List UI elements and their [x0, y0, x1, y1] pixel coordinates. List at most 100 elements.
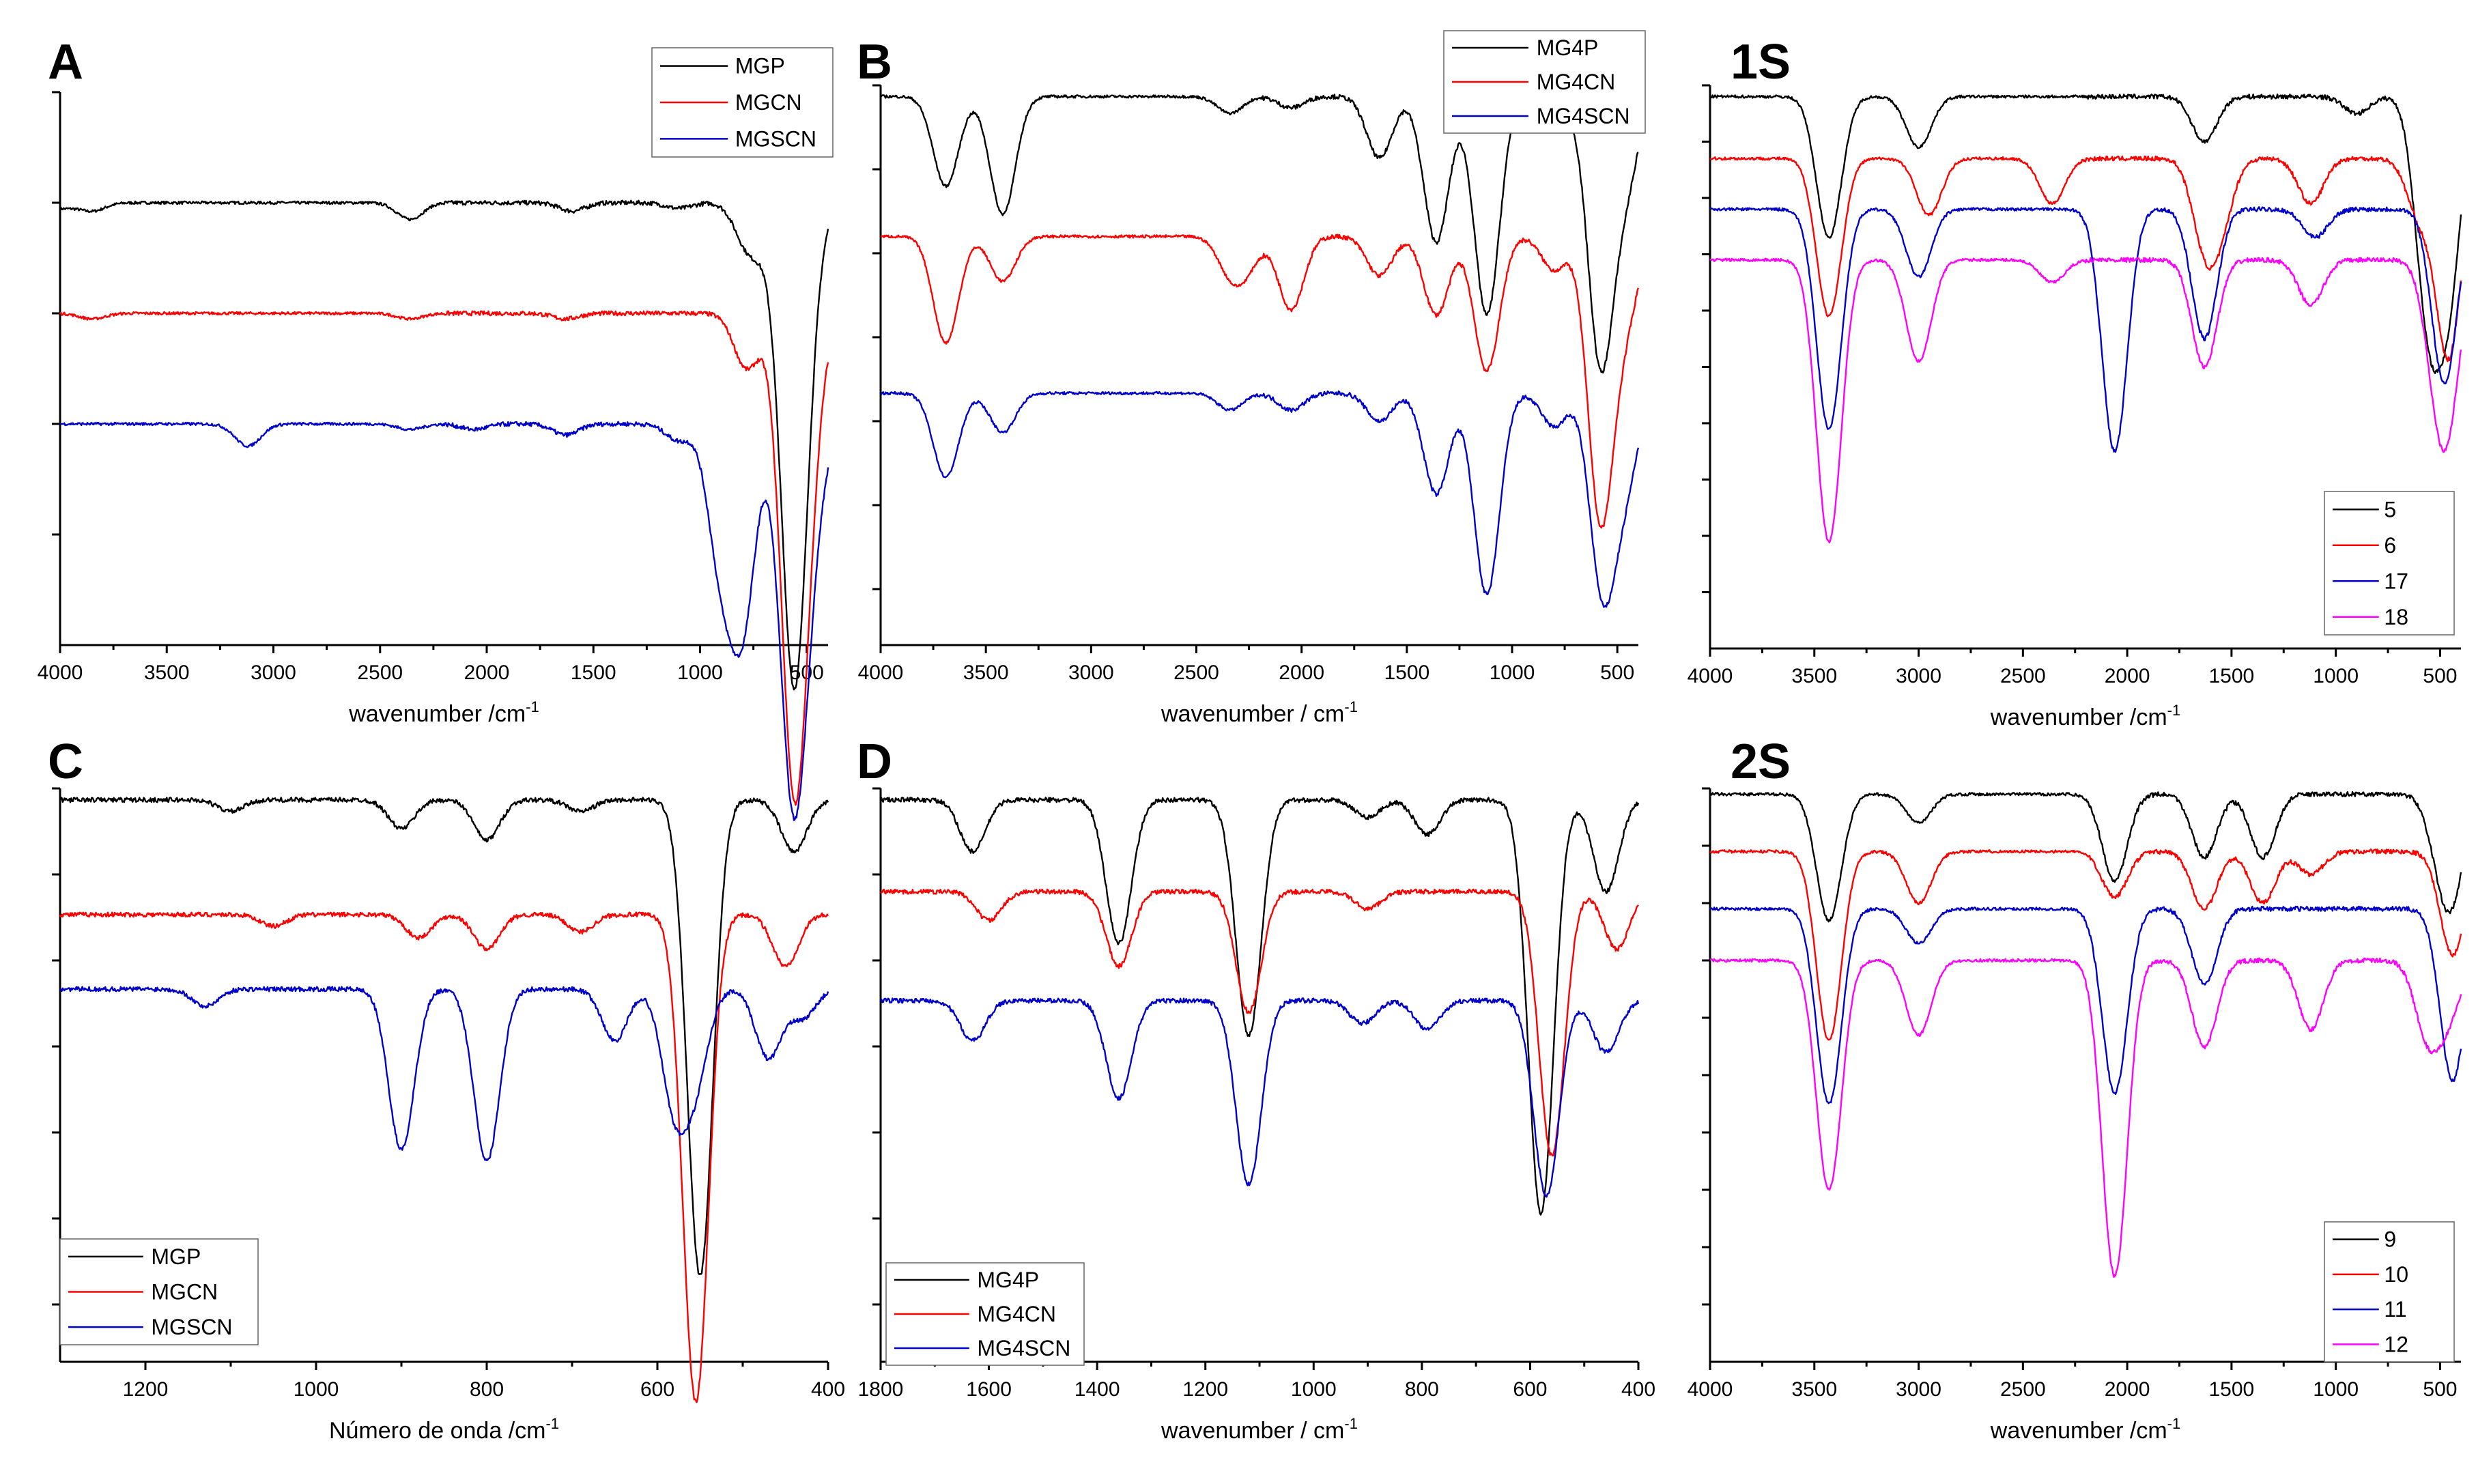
- x-tick-label: 2000: [464, 661, 510, 684]
- x-tick-label: 1500: [1384, 661, 1429, 684]
- legend-label-18: 18: [2384, 605, 2408, 629]
- x-tick-label: 1000: [2313, 665, 2359, 687]
- series-line-mgcn: [59, 911, 829, 1403]
- panel-d: D 1800 1600 1400 1200 1000 800 600 400 wavenumber…: [857, 734, 1655, 1444]
- x-axis-title: Número de onda /cm-1: [329, 1415, 559, 1444]
- x-axis-title: wavenumber /cm-1: [1990, 1415, 2180, 1444]
- x-axis-title: wavenumber /cm-1: [348, 698, 539, 727]
- x-tick-label: 3500: [1791, 665, 1837, 687]
- x-tick-label: 3000: [251, 661, 296, 684]
- x-tick-label: 2000: [2105, 665, 2150, 687]
- series-line-11: [1709, 905, 2462, 1104]
- series-line-17: [1709, 206, 2462, 453]
- legend: MGP MGCN MGSCN: [651, 47, 834, 158]
- x-tick-label: 1000: [294, 1378, 339, 1401]
- legend: MGP MGCN MGSCN: [59, 1238, 259, 1345]
- legend: 9 10 11 12: [2324, 1221, 2455, 1362]
- series-line-mg4p: [879, 797, 1640, 1216]
- x-tick-label: 600: [640, 1378, 674, 1401]
- x-tick-label: 3000: [1896, 1378, 1941, 1401]
- series-line-mg4scn: [879, 997, 1640, 1198]
- panel-letter: 1S: [1731, 35, 1791, 89]
- legend-label-17: 17: [2384, 569, 2408, 593]
- x-tick-label: 4000: [858, 661, 904, 684]
- legend-label-6: 6: [2384, 533, 2396, 558]
- legend: MG4P MG4CN MG4SCN: [1443, 30, 1646, 134]
- x-tick-label: 1800: [858, 1378, 904, 1401]
- x-tick-label: 1200: [1182, 1378, 1228, 1401]
- series-line-mg4p: [880, 94, 1639, 374]
- x-axis-title: wavenumber /cm-1: [1990, 702, 2180, 730]
- x-axis-title-exponent: -1: [526, 698, 539, 715]
- series-line-mgscn: [60, 986, 829, 1161]
- x-tick-label: 1000: [677, 661, 723, 684]
- x-tick-label: 2500: [2000, 665, 2046, 687]
- panel-1s: 1S 4000 3500 3000 2500 2000 1500 1000 500 wavenum…: [1688, 35, 2462, 730]
- series-line-6: [1709, 155, 2462, 362]
- x-tick-label: 3500: [1791, 1378, 1837, 1401]
- series-line-mgp: [59, 199, 829, 691]
- legend-label-10: 10: [2384, 1262, 2408, 1287]
- panel-2s: 2S 4000 3500 3000 2500 2000 1500 1000 500 wavenum…: [1688, 734, 2462, 1444]
- series-line-mg4scn: [881, 390, 1640, 608]
- series-line-mg4cn: [880, 888, 1639, 1157]
- x-tick-label: 1000: [1490, 661, 1535, 684]
- x-tick-label: 500: [2423, 665, 2457, 687]
- x-tick-label: 1600: [966, 1378, 1012, 1401]
- x-tick-label: 1200: [123, 1378, 169, 1401]
- legend-label-mg4scn: MG4SCN: [977, 1336, 1070, 1360]
- legend-label-mgcn: MGCN: [151, 1280, 218, 1304]
- x-tick-label: 1500: [2209, 665, 2255, 687]
- legend-label-mgp: MGP: [151, 1244, 201, 1269]
- series-line-5: [1709, 94, 2462, 374]
- x-axis-title-exponent: -1: [2167, 1415, 2181, 1432]
- x-tick-label: 3000: [1896, 665, 1941, 687]
- panel-b: B 4000 3500 3000 2500 2000 1500 1000 500 wavenumb…: [857, 30, 1646, 727]
- x-tick-label: 800: [1405, 1378, 1439, 1401]
- x-tick-label: 600: [1513, 1378, 1547, 1401]
- x-axis-title: wavenumber / cm-1: [1161, 1415, 1358, 1444]
- x-axis-title-exponent: -1: [1344, 1415, 1358, 1432]
- legend-label-mg4p: MG4P: [977, 1268, 1039, 1292]
- legend-label-mg4cn: MG4CN: [1537, 70, 1616, 94]
- x-tick-label: 4000: [1688, 1378, 1733, 1401]
- legend-label-mg4cn: MG4CN: [977, 1302, 1056, 1326]
- x-axis-title-exponent: -1: [545, 1415, 559, 1432]
- x-axis-title: wavenumber / cm-1: [1161, 698, 1358, 727]
- x-axis-title-exponent: -1: [2167, 702, 2181, 719]
- series-line-mgscn: [59, 420, 829, 821]
- legend-label-11: 11: [2384, 1297, 2406, 1322]
- x-tick-label: 3500: [144, 661, 190, 684]
- x-tick-label: 1400: [1074, 1378, 1120, 1401]
- series-line-mgp: [59, 797, 829, 1275]
- x-tick-label: 2000: [1279, 661, 1324, 684]
- panel-letter: D: [857, 734, 892, 789]
- x-axis-title-exponent: -1: [1344, 698, 1358, 715]
- x-tick-label: 1500: [2209, 1378, 2255, 1401]
- x-tick-label: 3500: [963, 661, 1009, 684]
- x-tick-label: 400: [811, 1378, 845, 1401]
- series-line-mg4cn: [880, 233, 1640, 529]
- series-line-10: [1709, 848, 2462, 1041]
- x-tick-label: 1000: [2313, 1378, 2359, 1401]
- legend-label-9: 9: [2384, 1227, 2396, 1252]
- panel-c: C 1200 1000 800 600 400 Número de onda /cm-1 MG…: [48, 734, 845, 1444]
- x-tick-label: 1500: [571, 661, 616, 684]
- panel-letter: A: [48, 35, 83, 89]
- x-tick-label: 800: [470, 1378, 504, 1401]
- x-tick-label: 4000: [1688, 665, 1733, 687]
- x-tick-label: 3000: [1068, 661, 1114, 684]
- series-line-12: [1709, 957, 2462, 1278]
- legend-box: [2324, 491, 2455, 636]
- x-tick-label: 2500: [2000, 1378, 2046, 1401]
- series-line-9: [1709, 791, 2462, 923]
- panel-letter: C: [48, 734, 83, 789]
- x-tick-label: 400: [1621, 1378, 1655, 1401]
- x-tick-label: 1000: [1291, 1378, 1337, 1401]
- legend-label-mg4p: MG4P: [1537, 35, 1599, 60]
- series-line-mgcn: [59, 310, 829, 806]
- x-tick-label: 500: [2423, 1378, 2457, 1401]
- legend: 5 6 17 18: [2324, 491, 2455, 636]
- legend-label-12: 12: [2384, 1332, 2408, 1356]
